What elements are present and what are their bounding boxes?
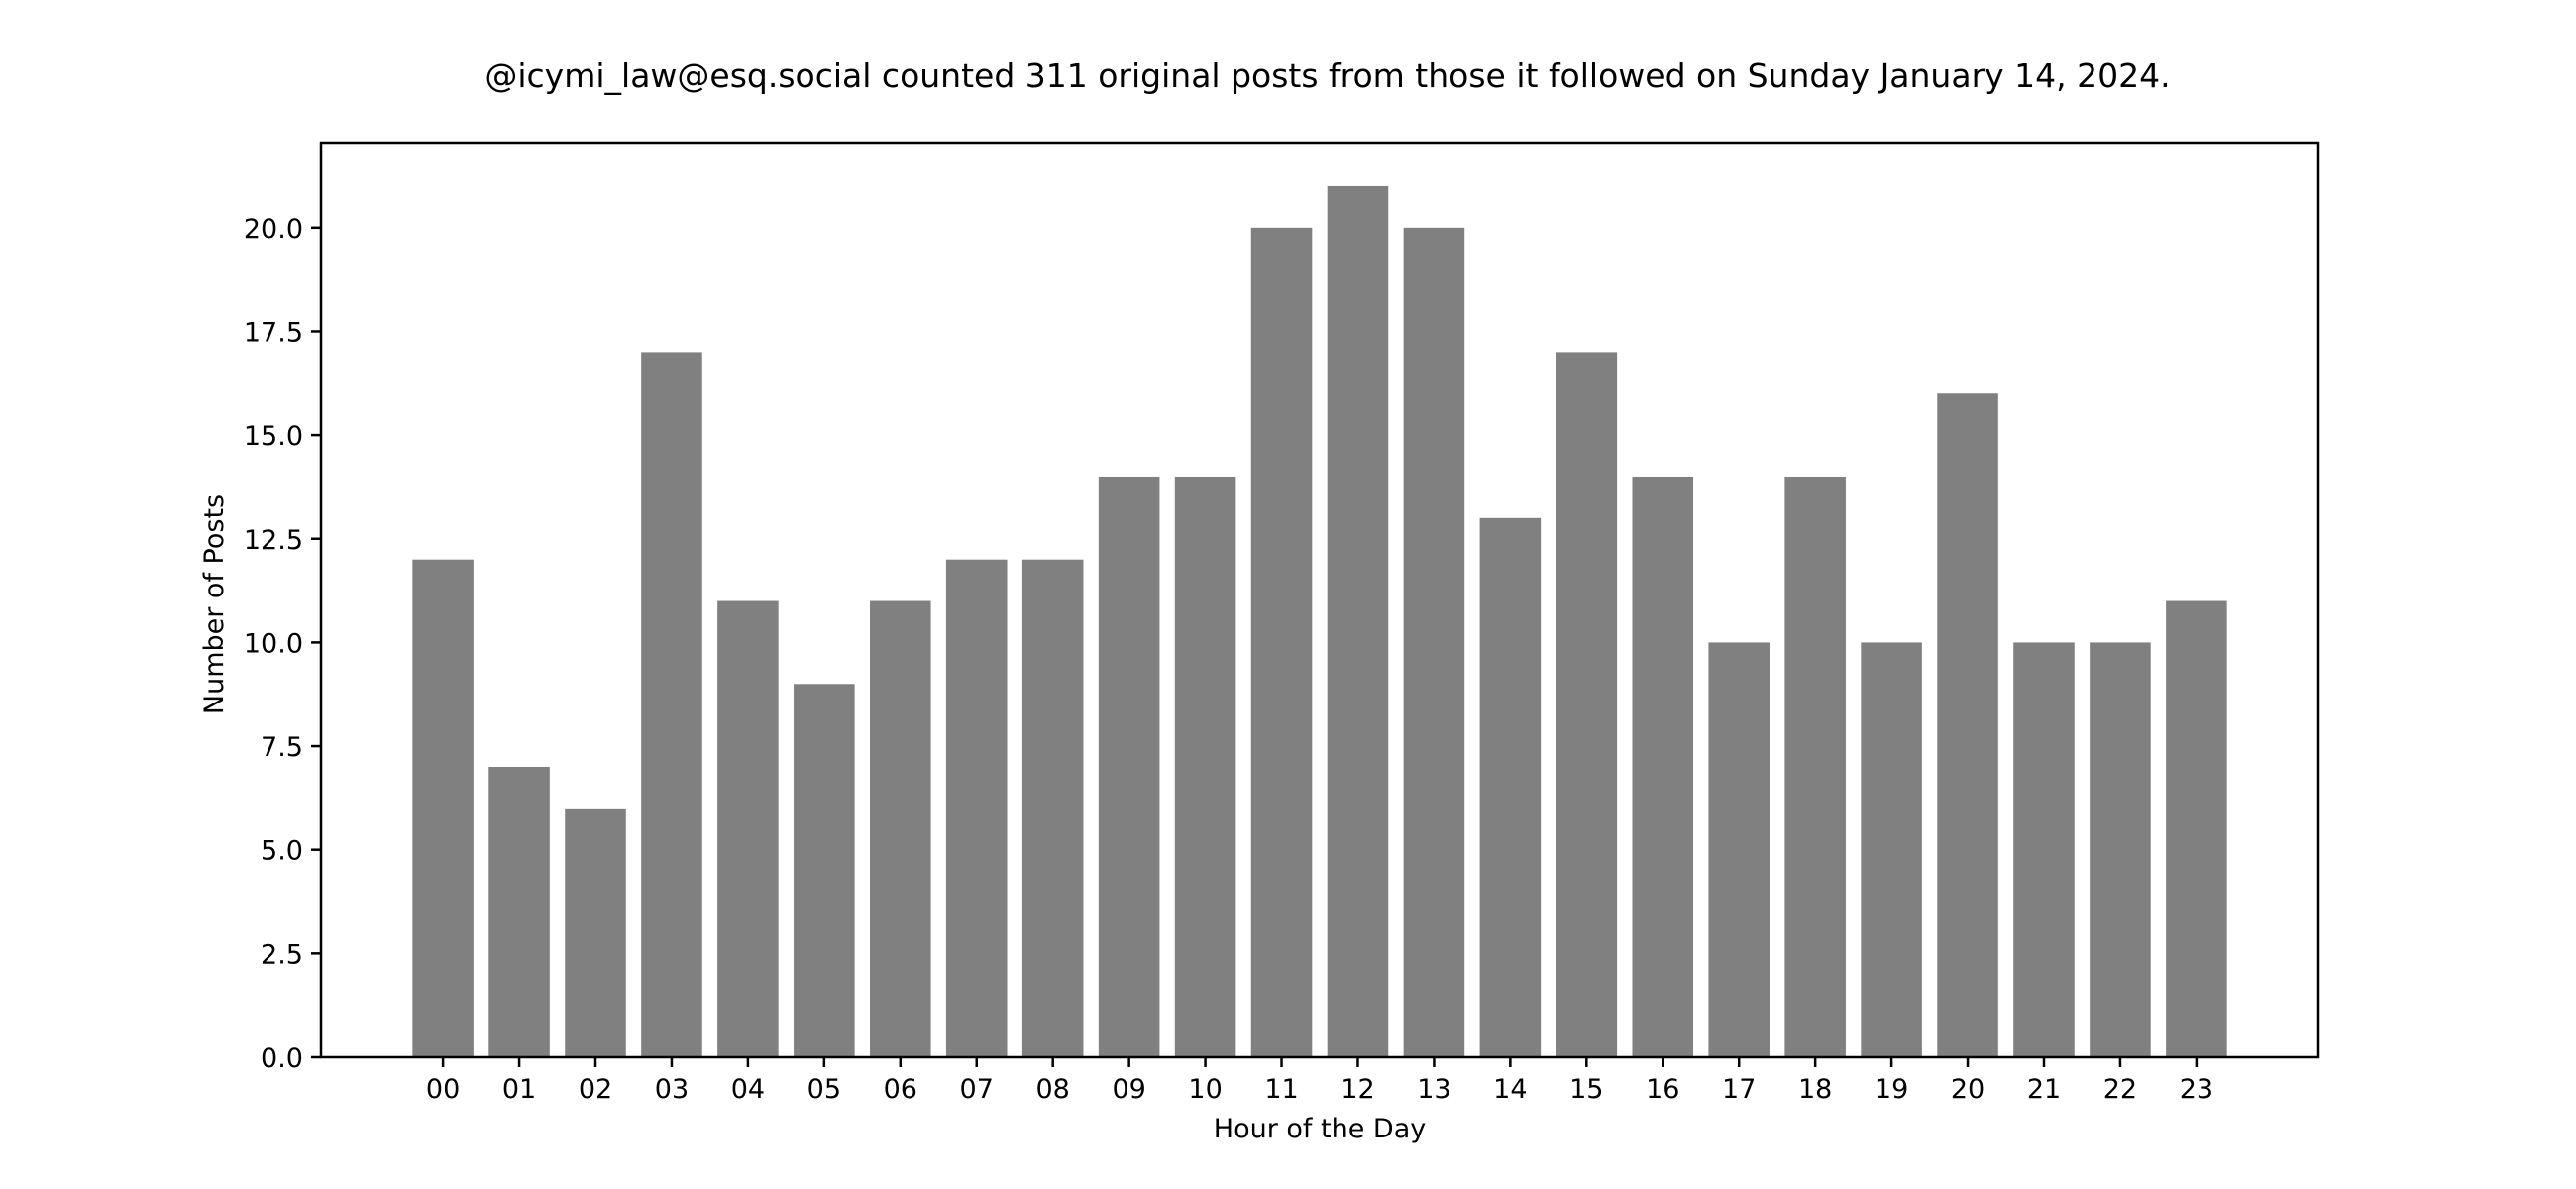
bar-hour-18 [1784, 476, 1846, 1057]
x-tick-label: 16 [1646, 1074, 1679, 1105]
bar-hour-14 [1479, 517, 1542, 1057]
x-tick-label: 11 [1264, 1074, 1298, 1105]
x-tick-label: 21 [2027, 1074, 2061, 1105]
x-tick-label: 23 [2180, 1074, 2213, 1105]
x-tick-label: 18 [1798, 1074, 1832, 1105]
axes-frame [319, 141, 2320, 1059]
bar-hour-00 [412, 559, 474, 1057]
y-tick-label: 15.0 [244, 421, 303, 452]
x-tick-label: 09 [1112, 1074, 1145, 1105]
bar-hour-13 [1403, 227, 1465, 1058]
bar-hour-22 [2090, 642, 2151, 1057]
bar-hour-10 [1174, 476, 1236, 1057]
bar-hour-16 [1632, 476, 1694, 1057]
x-tick-label: 06 [884, 1074, 917, 1105]
x-tick-label: 05 [807, 1074, 841, 1105]
bar-hour-17 [1708, 642, 1770, 1057]
chart-title: @icymi_law@esq.social counted 311 origin… [484, 56, 2170, 95]
bar-hour-23 [2166, 600, 2227, 1057]
y-tick-label: 10.0 [244, 628, 303, 659]
x-tick-label: 03 [655, 1074, 689, 1105]
y-tick-label: 0.0 [261, 1043, 303, 1074]
y-axis-ticks: 0.0 2.5 5.0 7.5 10.0 12.5 15.0 17.5 20.0 [244, 214, 321, 1074]
bar-hour-01 [488, 766, 550, 1057]
bar-hour-07 [945, 559, 1008, 1057]
bar-hour-03 [641, 352, 702, 1057]
x-tick-label: 07 [960, 1074, 994, 1105]
x-tick-label: 04 [731, 1074, 765, 1105]
x-tick-label: 13 [1417, 1074, 1450, 1105]
bar-hour-05 [794, 684, 855, 1057]
x-tick-label: 10 [1188, 1074, 1222, 1105]
x-tick-label: 02 [579, 1074, 612, 1105]
x-tick-label: 19 [1875, 1074, 1908, 1105]
x-tick-label: 14 [1493, 1074, 1527, 1105]
x-tick-label: 22 [2103, 1074, 2137, 1105]
x-tick-label: 17 [1722, 1074, 1756, 1105]
bar-hour-20 [1937, 393, 1998, 1058]
bar-hour-19 [1861, 642, 1922, 1057]
bar-hour-21 [2013, 642, 2075, 1057]
y-axis-label: Number of Posts [199, 494, 230, 714]
x-tick-label: 20 [1951, 1074, 1985, 1105]
y-tick-label: 20.0 [244, 214, 303, 245]
bar-hour-12 [1327, 185, 1389, 1057]
bar-hour-02 [565, 808, 626, 1057]
y-tick-label: 5.0 [261, 836, 303, 867]
y-tick-label: 12.5 [244, 525, 303, 556]
x-tick-label: 15 [1569, 1074, 1603, 1105]
bars-group [412, 185, 2227, 1058]
x-tick-label: 08 [1036, 1074, 1070, 1105]
x-axis-label: Hour of the Day [1214, 1114, 1426, 1144]
x-axis-ticks: 00 01 02 03 04 05 06 07 08 09 10 11 12 13 14 15 16 17 18 19… [426, 1057, 2213, 1105]
y-tick-label: 2.5 [261, 939, 303, 970]
bar-hour-04 [717, 600, 779, 1057]
y-tick-label: 17.5 [244, 317, 303, 348]
x-tick-label: 12 [1341, 1074, 1374, 1105]
x-tick-label: 00 [426, 1074, 460, 1105]
y-tick-label: 7.5 [261, 732, 303, 763]
bar-hour-15 [1556, 352, 1618, 1057]
bar-hour-09 [1098, 476, 1160, 1057]
bar-hour-08 [1021, 559, 1084, 1057]
bar-hour-11 [1250, 227, 1313, 1058]
bar-hour-06 [870, 600, 931, 1057]
x-tick-label: 01 [502, 1074, 536, 1105]
